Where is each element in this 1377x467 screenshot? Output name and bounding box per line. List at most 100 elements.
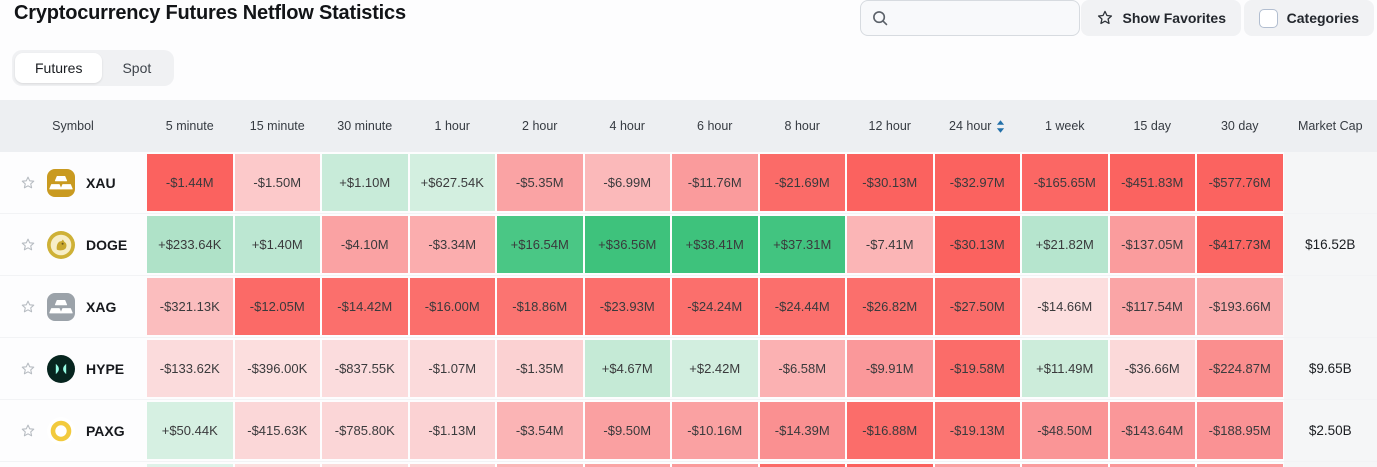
column-header-5-minute[interactable]: 5 minute (146, 119, 234, 133)
column-header-15-day[interactable]: 15 day (1109, 119, 1197, 133)
netflow-cell: +$233.64K (147, 216, 233, 273)
netflow-cell: -$1.44M (147, 154, 233, 211)
netflow-cell: -$26.82M (847, 278, 933, 335)
market-cap-cell (1284, 152, 1377, 213)
netflow-cell: -$117.54M (1110, 278, 1196, 335)
symbol-label: XAU (86, 175, 116, 191)
gold-bars-icon (47, 169, 75, 197)
column-header-24-hour-label: 24 hour (949, 119, 991, 133)
favorite-star-icon[interactable] (20, 237, 36, 253)
favorite-star-icon[interactable] (20, 361, 36, 377)
symbol-cell: PAXG (0, 400, 146, 461)
netflow-cell: -$9.50M (585, 402, 671, 459)
tab-spot[interactable]: Spot (102, 53, 171, 83)
show-favorites-label: Show Favorites (1123, 10, 1226, 26)
netflow-cell: +$2.42M (672, 340, 758, 397)
netflow-cell: -$24.24M (672, 278, 758, 335)
netflow-cell: -$19.13M (935, 402, 1021, 459)
netflow-cell: +$38.41M (672, 216, 758, 273)
column-header-1-hour[interactable]: 1 hour (409, 119, 497, 133)
search-input[interactable] (897, 10, 1069, 27)
categories-button[interactable]: Categories (1244, 0, 1374, 36)
netflow-cell: -$48.50M (1022, 402, 1108, 459)
netflow-cell: -$10.16M (672, 402, 758, 459)
netflow-cell: +$627.54K (410, 154, 496, 211)
favorite-star-icon[interactable] (20, 423, 36, 439)
column-header-30-minute[interactable]: 30 minute (321, 119, 409, 133)
netflow-cell: -$6.58M (760, 340, 846, 397)
netflow-cell: -$193.66M (1197, 278, 1283, 335)
netflow-cell: -$19.58M (935, 340, 1021, 397)
netflow-cell: -$165.65M (1022, 154, 1108, 211)
column-header-4-hour[interactable]: 4 hour (584, 119, 672, 133)
symbol-cell: DOGE (0, 214, 146, 275)
table-row[interactable]: XAU -$1.44M -$1.50M +$1.10M +$627.54K -$… (0, 152, 1377, 214)
netflow-cell: +$11.49M (1022, 340, 1108, 397)
netflow-cell: -$785.80K (322, 402, 408, 459)
table-row[interactable]: PAXG +$50.44K -$415.63K -$785.80K -$1.13… (0, 400, 1377, 462)
market-cap-cell: $16.52B (1284, 214, 1377, 275)
netflow-cell: -$32.97M (935, 154, 1021, 211)
search-icon (871, 9, 889, 27)
favorite-star-icon[interactable] (20, 175, 36, 191)
netflow-cell: -$133.62K (147, 340, 233, 397)
symbol-cell: HYPE (0, 338, 146, 399)
netflow-cell: +$4.67M (585, 340, 671, 397)
netflow-cell: +$21.82M (1022, 216, 1108, 273)
silver-bars-icon (47, 293, 75, 321)
netflow-cell: +$36.56M (585, 216, 671, 273)
column-header-market-cap[interactable]: Market Cap (1284, 119, 1377, 133)
column-header-12-hour[interactable]: 12 hour (846, 119, 934, 133)
symbol-label: DOGE (86, 237, 127, 253)
netflow-table: Symbol 5 minute 15 minute 30 minute 1 ho… (0, 100, 1377, 467)
doge-icon (47, 231, 75, 259)
netflow-cell: -$1.35M (497, 340, 583, 397)
netflow-cell: -$188.95M (1197, 402, 1283, 459)
netflow-cell: -$11.76M (672, 154, 758, 211)
netflow-cell: -$30.13M (935, 216, 1021, 273)
netflow-cell: -$27.50M (935, 278, 1021, 335)
tab-futures[interactable]: Futures (15, 53, 102, 83)
market-cap-cell: $9.65B (1284, 338, 1377, 399)
netflow-cell: +$16.54M (497, 216, 583, 273)
netflow-cell: -$14.42M (322, 278, 408, 335)
page-title: Cryptocurrency Futures Netflow Statistic… (14, 2, 406, 25)
table-row[interactable]: DOGE +$233.64K +$1.40M -$4.10M -$3.34M +… (0, 214, 1377, 276)
netflow-cell: -$1.13M (410, 402, 496, 459)
table-row[interactable]: XAG -$321.13K -$12.05M -$14.42M -$16.00M… (0, 276, 1377, 338)
column-header-symbol[interactable]: Symbol (0, 119, 146, 133)
netflow-cell: -$396.00K (235, 340, 321, 397)
netflow-cell: -$7.41M (847, 216, 933, 273)
netflow-cell: +$1.10M (322, 154, 408, 211)
search-box[interactable] (860, 0, 1080, 36)
column-header-30-day[interactable]: 30 day (1196, 119, 1284, 133)
netflow-cell: +$37.31M (760, 216, 846, 273)
netflow-cell: -$21.69M (760, 154, 846, 211)
view-tabs: Futures Spot (12, 50, 174, 86)
netflow-cell: -$3.34M (410, 216, 496, 273)
netflow-cell: -$14.39M (760, 402, 846, 459)
netflow-cell: -$577.76M (1197, 154, 1283, 211)
column-header-1-week[interactable]: 1 week (1021, 119, 1109, 133)
netflow-cell: -$143.64M (1110, 402, 1196, 459)
symbol-cell: XAG (0, 276, 146, 337)
column-header-15-minute[interactable]: 15 minute (234, 119, 322, 133)
netflow-cell: -$417.73M (1197, 216, 1283, 273)
netflow-cell: -$6.99M (585, 154, 671, 211)
netflow-cell: +$50.44K (147, 402, 233, 459)
netflow-cell: -$23.93M (585, 278, 671, 335)
column-header-2-hour[interactable]: 2 hour (496, 119, 584, 133)
netflow-cell: -$24.44M (760, 278, 846, 335)
column-header-6-hour[interactable]: 6 hour (671, 119, 759, 133)
table-row[interactable]: HYPE -$133.62K -$396.00K -$837.55K -$1.0… (0, 338, 1377, 400)
show-favorites-button[interactable]: Show Favorites (1081, 0, 1241, 36)
netflow-cell: -$415.63K (235, 402, 321, 459)
table-header: Symbol 5 minute 15 minute 30 minute 1 ho… (0, 100, 1377, 152)
netflow-cell: -$30.13M (847, 154, 933, 211)
netflow-cell: -$3.54M (497, 402, 583, 459)
column-header-8-hour[interactable]: 8 hour (759, 119, 847, 133)
netflow-cell: -$16.88M (847, 402, 933, 459)
favorite-star-icon[interactable] (20, 299, 36, 315)
column-header-24-hour[interactable]: 24 hour (934, 119, 1022, 134)
symbol-label: PAXG (86, 423, 125, 439)
